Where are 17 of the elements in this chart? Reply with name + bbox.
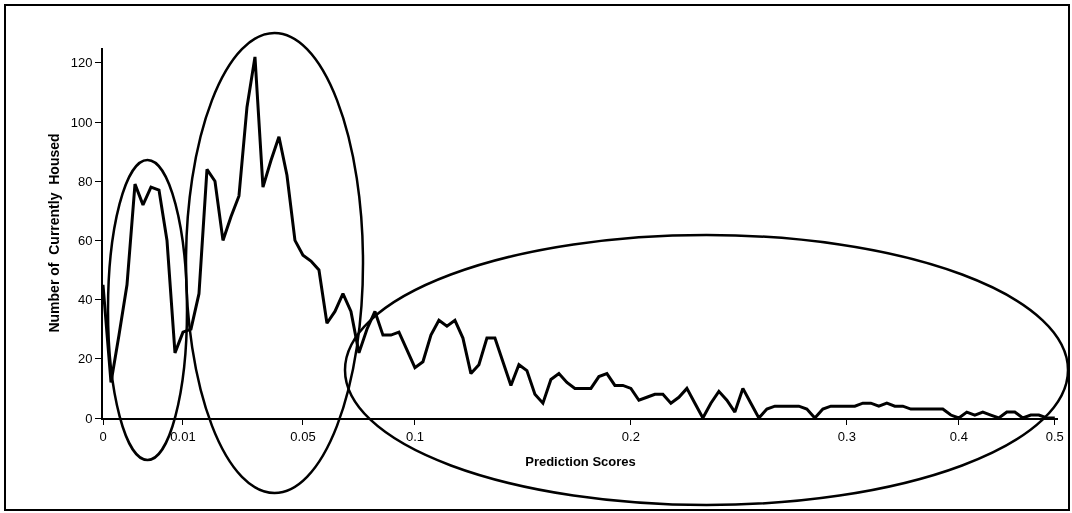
y-tick-label: 80 [77,173,93,189]
y-tick-label: 20 [77,351,93,367]
y-axis-title: Number of Currently Housed [45,133,62,333]
y-tick-label: 0 [85,410,93,426]
x-tick-label: 0.1 [405,428,424,444]
x-tick-label: 0.5 [1045,428,1064,444]
x-tick-label: 0.3 [837,428,856,444]
x-tick-label: 0.4 [949,428,968,444]
y-tick-label: 100 [70,114,93,130]
x-tick-label: 0.05 [290,428,316,444]
x-tick-label: 0 [99,428,107,444]
y-tick-label: 120 [70,55,93,71]
x-axis-title: Prediction Scores [525,453,636,469]
y-tick-label: 40 [77,292,93,308]
y-tick-label: 60 [77,232,93,248]
x-tick-label: 0.01 [170,428,196,444]
x-tick-label: 0.2 [621,428,640,444]
